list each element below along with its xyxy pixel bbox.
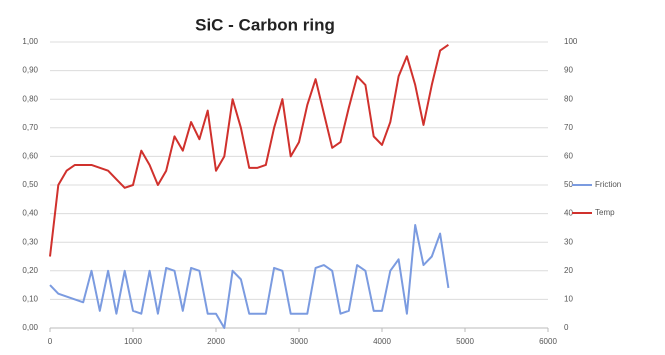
legend-label: Temp bbox=[595, 208, 615, 217]
y2-tick-label: 40 bbox=[564, 209, 573, 218]
x-tick-label: 3000 bbox=[290, 337, 308, 346]
y-tick-label: 0,90 bbox=[22, 66, 38, 75]
x-tick-label: 5000 bbox=[456, 337, 474, 346]
y2-tick-label: 80 bbox=[564, 94, 573, 103]
y2-tick-label: 100 bbox=[564, 37, 578, 46]
y2-tick-label: 70 bbox=[564, 123, 573, 132]
y-tick-label: 0,80 bbox=[22, 94, 38, 103]
x-tick-label: 2000 bbox=[207, 337, 225, 346]
y2-tick-label: 50 bbox=[564, 180, 573, 189]
y-tick-label: 0,70 bbox=[22, 123, 38, 132]
y-tick-label: 0,00 bbox=[22, 323, 38, 332]
series-line bbox=[49, 224, 450, 329]
y2-tick-label: 90 bbox=[564, 66, 573, 75]
y-tick-label: 0,20 bbox=[22, 266, 38, 275]
y2-tick-label: 0 bbox=[564, 323, 569, 332]
x-tick-label: 4000 bbox=[373, 337, 391, 346]
x-tick-label: 6000 bbox=[539, 337, 557, 346]
y2-tick-label: 30 bbox=[564, 237, 573, 246]
y-tick-label: 0,40 bbox=[22, 209, 38, 218]
y-tick-label: 0,10 bbox=[22, 295, 38, 304]
legend-label: Friction bbox=[595, 180, 621, 189]
y2-tick-label: 10 bbox=[564, 295, 573, 304]
y-tick-label: 0,50 bbox=[22, 180, 38, 189]
y-tick-label: 0,30 bbox=[22, 237, 38, 246]
chart-title: SiC - Carbon ring bbox=[195, 15, 335, 34]
y-tick-label: 1,00 bbox=[22, 37, 38, 46]
x-tick-label: 1000 bbox=[124, 337, 142, 346]
y2-tick-label: 60 bbox=[564, 152, 573, 161]
series-line bbox=[49, 44, 449, 257]
x-tick-label: 0 bbox=[48, 337, 53, 346]
y2-tick-label: 20 bbox=[564, 266, 573, 275]
y-tick-label: 0,60 bbox=[22, 152, 38, 161]
